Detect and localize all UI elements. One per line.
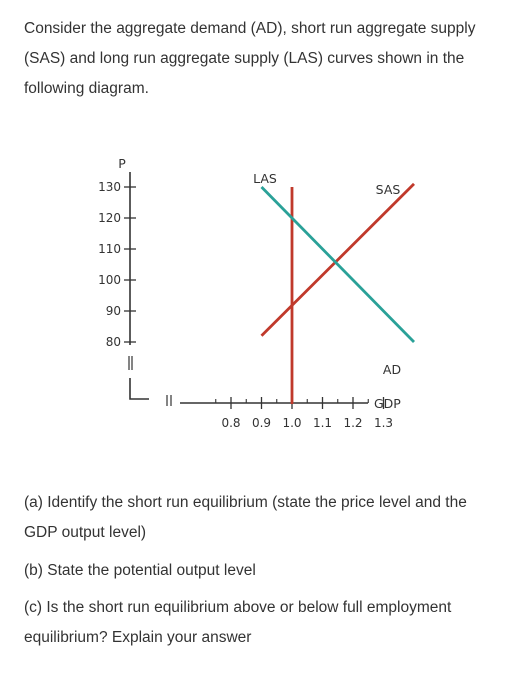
- y-tick-label: 100: [98, 273, 121, 287]
- curve-label-ad: AD: [383, 362, 401, 377]
- axis-origin-corner: [129, 378, 149, 400]
- y-tick-label: 120: [98, 211, 121, 225]
- curve-label-las: LAS: [253, 171, 277, 186]
- y-tick-label: 110: [98, 242, 121, 256]
- x-tick-label: 0.9: [252, 416, 271, 430]
- x-tick-label: 1.1: [313, 416, 332, 430]
- economics-diagram: 130 120 110 100 90 80 0.8 0.9 1.0 1.1 1.2 1.3 P GDP LA…: [98, 156, 415, 430]
- y-axis-title: P: [118, 156, 126, 171]
- question-a: (a) Identify the short run equilibrium (…: [24, 494, 467, 541]
- curves: [260, 182, 415, 404]
- y-tick-label: 80: [106, 335, 121, 349]
- y-tick-label: 90: [106, 304, 121, 318]
- x-tick-label: 1.0: [282, 416, 301, 430]
- x-tick-label: 1.2: [343, 416, 362, 430]
- curve-sas: [260, 182, 415, 337]
- x-tick-label: 1.3: [374, 416, 393, 430]
- question-c: (c) Is the short run equilibrium above o…: [24, 599, 452, 646]
- x-axis-title: GDP: [374, 396, 401, 411]
- curve-ad: [260, 186, 415, 343]
- curve-label-sas: SAS: [376, 182, 401, 197]
- axes: [124, 172, 385, 409]
- question-b: (b) State the potential output level: [24, 562, 256, 579]
- y-tick-label: 130: [98, 180, 121, 194]
- intro-text: Consider the aggregate demand (AD), shor…: [24, 20, 476, 97]
- x-tick-label: 0.8: [221, 416, 240, 430]
- labels: 130 120 110 100 90 80 0.8 0.9 1.0 1.1 1.2 1.3 P GDP LA…: [98, 156, 401, 430]
